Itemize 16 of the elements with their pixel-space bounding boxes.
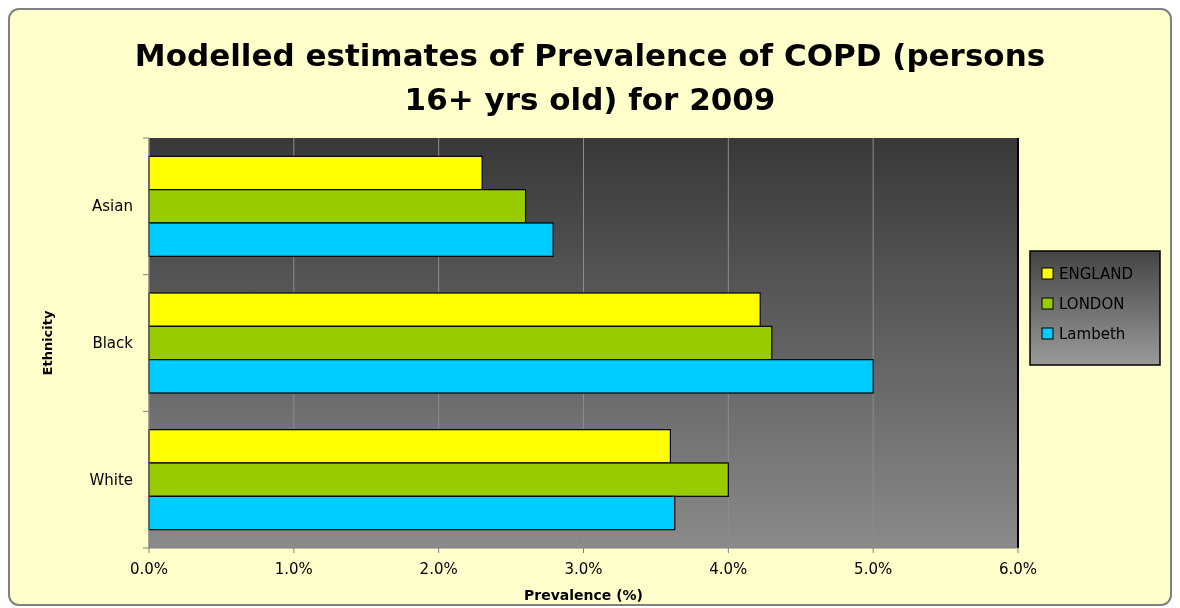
x-tick-label: 3.0% [564,560,603,578]
y-tick-label: Asian [92,197,133,216]
legend-label: Lambeth [1059,325,1126,343]
x-tick-label: 4.0% [709,560,748,578]
y-axis-title: Ethnicity [40,310,55,376]
legend-label: ENGLAND [1059,265,1134,283]
legend-label: LONDON [1059,295,1125,313]
chart-title: Modelled estimates of Prevalence of COPD (persons 16+ yrs old) for 2009 [134,37,1046,117]
x-tick-label: 6.0% [998,560,1038,578]
x-tick-label: 0.0% [129,560,169,578]
y-tick-label: White [89,470,133,489]
x-axis-title: Prevalence (%) [524,587,643,603]
y-tick-label: Black [92,334,134,352]
x-tick-label: 5.0% [854,560,893,578]
x-tick-label: 1.0% [274,560,313,578]
x-tick-label: 2.0% [419,560,458,578]
